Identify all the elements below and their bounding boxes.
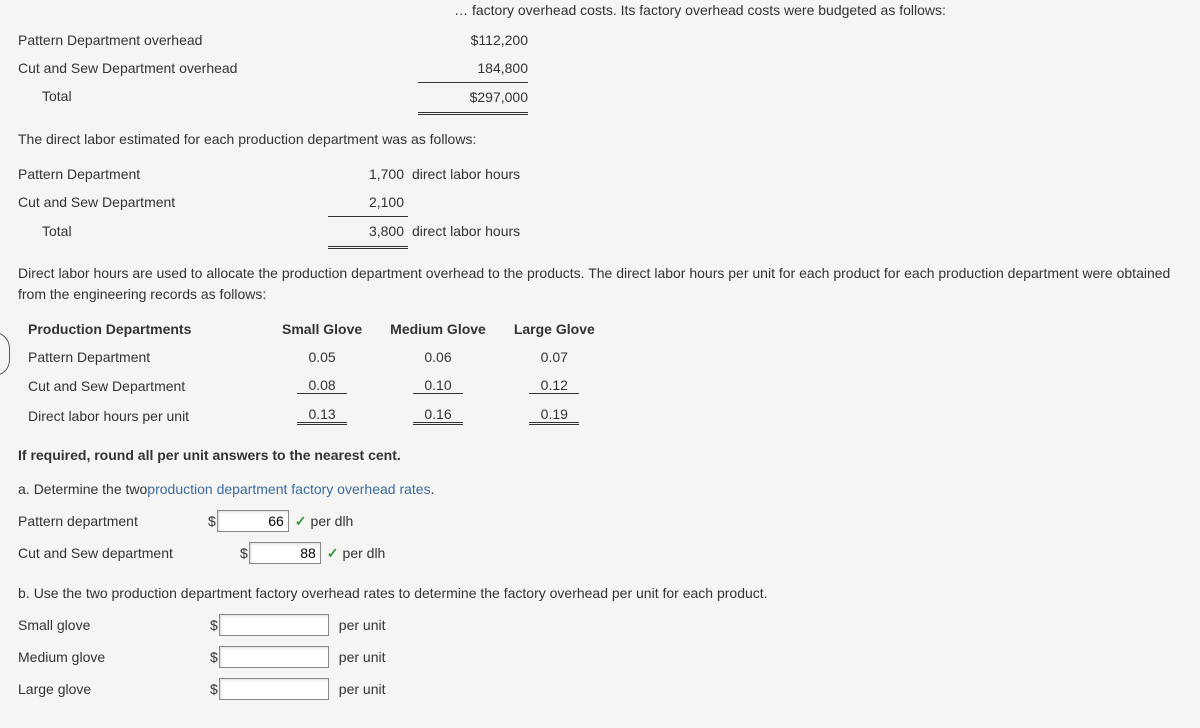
table-row: Pattern Department overhead $112,200 bbox=[18, 26, 1182, 54]
check-icon: ✓ bbox=[327, 540, 339, 566]
col-header: Production Departments bbox=[18, 315, 268, 343]
answer-row-small-glove: Small glove $ per unit bbox=[18, 612, 1182, 638]
row-label: Cut and Sew Department bbox=[18, 371, 268, 400]
answer-label: Cut and Sew department bbox=[18, 540, 238, 566]
row-label: Pattern Department overhead bbox=[18, 26, 418, 54]
row-label: Total bbox=[18, 217, 328, 249]
paragraph: Direct labor hours are used to allocate … bbox=[18, 263, 1182, 305]
row-label: Direct labor hours per unit bbox=[18, 400, 268, 431]
margin-marker bbox=[0, 332, 10, 376]
cell: 0.06 bbox=[376, 343, 500, 371]
answer-unit: per unit bbox=[339, 644, 386, 670]
table-row: Cut and Sew Department 0.08 0.10 0.12 bbox=[18, 371, 609, 400]
currency-symbol: $ bbox=[208, 508, 216, 534]
answer-label: Medium glove bbox=[18, 644, 208, 670]
glossary-term-link[interactable]: production department factory overhead r… bbox=[147, 476, 430, 502]
currency-symbol: $ bbox=[210, 676, 218, 702]
question-letter: b. bbox=[18, 580, 30, 606]
large-glove-input[interactable] bbox=[219, 678, 329, 700]
answer-unit: per unit bbox=[339, 612, 386, 638]
currency-symbol: $ bbox=[210, 612, 218, 638]
question-a-prompt: a. Determine the two production departme… bbox=[18, 476, 1182, 502]
col-header: Large Glove bbox=[500, 315, 609, 343]
pattern-rate-input[interactable] bbox=[217, 510, 289, 532]
answer-row-large-glove: Large glove $ per unit bbox=[18, 676, 1182, 702]
answer-row-pattern: Pattern department $ ✓ per dlh bbox=[18, 508, 1182, 534]
table-row: Total 3,800 direct labor hours bbox=[18, 217, 1182, 249]
cell: 0.12 bbox=[500, 371, 609, 400]
table-row: Pattern Department 0.05 0.06 0.07 bbox=[18, 343, 609, 371]
currency-symbol: $ bbox=[210, 644, 218, 670]
currency-symbol: $ bbox=[240, 540, 248, 566]
question-letter: a. bbox=[18, 476, 30, 502]
answer-label: Large glove bbox=[18, 676, 208, 702]
table-row: Direct labor hours per unit 0.13 0.16 0.… bbox=[18, 400, 609, 431]
question-b-prompt: b. Use the two production department fac… bbox=[18, 580, 1182, 606]
answer-unit: per unit bbox=[339, 676, 386, 702]
col-header: Medium Glove bbox=[376, 315, 500, 343]
rounding-note: If required, round all per unit answers … bbox=[18, 445, 1182, 466]
intro-text-cut: … factory overhead costs. Its factory ov… bbox=[218, 0, 1182, 18]
row-value: 184,800 bbox=[418, 54, 528, 82]
row-value: $112,200 bbox=[418, 26, 528, 54]
cell: 0.10 bbox=[376, 371, 500, 400]
row-label: Pattern Department bbox=[18, 343, 268, 371]
answer-row-medium-glove: Medium glove $ per unit bbox=[18, 644, 1182, 670]
row-value: 2,100 bbox=[328, 188, 408, 217]
row-label: Cut and Sew Department overhead bbox=[18, 54, 418, 82]
small-glove-input[interactable] bbox=[219, 614, 329, 636]
direct-labor-table: Pattern Department 1,700 direct labor ho… bbox=[18, 160, 1182, 249]
row-label: Pattern Department bbox=[18, 160, 328, 188]
cell: 0.07 bbox=[500, 343, 609, 371]
check-icon: ✓ bbox=[295, 508, 307, 534]
answer-label: Small glove bbox=[18, 612, 208, 638]
cutsew-rate-input[interactable] bbox=[249, 542, 321, 564]
col-header: Small Glove bbox=[268, 315, 376, 343]
row-value: 1,700 bbox=[328, 160, 408, 188]
cell: 0.19 bbox=[500, 400, 609, 431]
medium-glove-input[interactable] bbox=[219, 646, 329, 668]
production-dept-table: Production Departments Small Glove Mediu… bbox=[18, 315, 609, 431]
row-value-total: $297,000 bbox=[418, 82, 528, 115]
table-header-row: Production Departments Small Glove Mediu… bbox=[18, 315, 609, 343]
row-label: Cut and Sew Department bbox=[18, 188, 328, 217]
answer-label: Pattern department bbox=[18, 508, 206, 534]
paragraph: The direct labor estimated for each prod… bbox=[18, 129, 1182, 150]
row-label: Total bbox=[18, 82, 418, 115]
row-unit bbox=[408, 188, 412, 217]
table-row: Pattern Department 1,700 direct labor ho… bbox=[18, 160, 1182, 188]
row-value-total: 3,800 bbox=[328, 217, 408, 249]
table-row: Total $297,000 bbox=[18, 82, 1182, 115]
answer-unit: per dlh bbox=[343, 540, 386, 566]
cell: 0.16 bbox=[376, 400, 500, 431]
answer-unit: per dlh bbox=[311, 508, 354, 534]
cell: 0.08 bbox=[268, 371, 376, 400]
answer-row-cutsew: Cut and Sew department $ ✓ per dlh bbox=[18, 540, 1182, 566]
cell: 0.05 bbox=[268, 343, 376, 371]
overhead-cost-table: Pattern Department overhead $112,200 Cut… bbox=[18, 26, 1182, 115]
cell: 0.13 bbox=[268, 400, 376, 431]
row-unit: direct labor hours bbox=[408, 217, 520, 249]
row-unit: direct labor hours bbox=[408, 160, 520, 188]
table-row: Cut and Sew Department 2,100 bbox=[18, 188, 1182, 217]
table-row: Cut and Sew Department overhead 184,800 bbox=[18, 54, 1182, 82]
